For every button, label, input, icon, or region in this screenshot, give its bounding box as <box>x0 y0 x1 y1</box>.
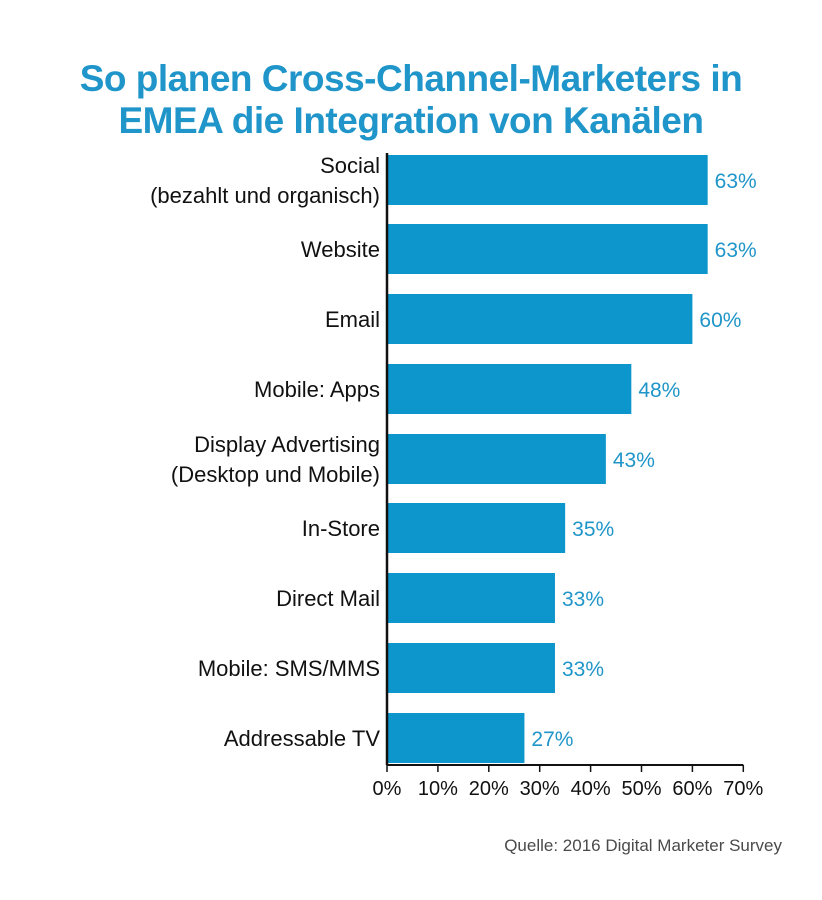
value-label-0: 63% <box>715 170 757 193</box>
x-axis: 0% 10% 20% 30% 40% 50% 60% 70% <box>373 153 764 800</box>
x-tick-label-0: 0% <box>373 778 402 800</box>
bar-0 <box>387 155 708 205</box>
x-tick-label-3: 30% <box>520 778 560 800</box>
x-tick-label-1: 10% <box>418 778 458 800</box>
category-label-5-0: In-Store <box>302 516 380 541</box>
value-label-5: 35% <box>572 518 614 541</box>
x-tick-label-5: 50% <box>621 778 661 800</box>
bar-4 <box>387 434 606 484</box>
value-label-2: 60% <box>699 309 741 332</box>
category-label-0-1: (bezahlt und organisch) <box>150 183 380 208</box>
value-label-4: 43% <box>613 449 655 472</box>
category-labels: Social (bezahlt und organisch) Website Emai… <box>150 153 380 751</box>
value-label-8: 27% <box>531 728 573 751</box>
x-tick-label-4: 40% <box>571 778 611 800</box>
value-label-7: 33% <box>562 658 604 681</box>
chart-title-line-2: EMEA die Integration von Kanälen <box>118 100 704 141</box>
bar-1 <box>387 224 708 274</box>
chart-title: So planen Cross-Channel-Marketers in EME… <box>0 58 822 142</box>
category-label-4-1: (Desktop und Mobile) <box>171 462 380 487</box>
x-tick-label-7: 70% <box>723 778 763 800</box>
x-tick-label-2: 20% <box>469 778 509 800</box>
source-note: Quelle: 2016 Digital Marketer Survey <box>504 836 782 855</box>
value-label-3: 48% <box>638 379 680 402</box>
chart-title-line-1: So planen Cross-Channel-Marketers in <box>79 58 743 99</box>
category-label-4-0: Display Advertising <box>194 432 380 457</box>
category-label-0-0: Social <box>320 153 380 178</box>
bar-2 <box>387 294 693 344</box>
bar-3 <box>387 364 632 414</box>
category-label-3-0: Mobile: Apps <box>254 377 380 402</box>
value-label-1: 63% <box>715 239 757 262</box>
bars <box>387 155 708 763</box>
category-label-2-0: Email <box>325 307 380 332</box>
category-label-7-0: Mobile: SMS/MMS <box>198 656 380 681</box>
x-tick-label-6: 60% <box>672 778 712 800</box>
category-label-8-0: Addressable TV <box>224 726 380 751</box>
category-label-1-0: Website <box>301 237 380 262</box>
value-label-6: 33% <box>562 588 604 611</box>
bar-8 <box>387 713 525 763</box>
bar-7 <box>387 643 555 693</box>
category-label-6-0: Direct Mail <box>276 586 380 611</box>
value-labels: 63% 63% 60% 48% 43% 35% 33% 33% 27% <box>531 170 756 751</box>
bar-5 <box>387 503 566 553</box>
bar-6 <box>387 573 555 623</box>
